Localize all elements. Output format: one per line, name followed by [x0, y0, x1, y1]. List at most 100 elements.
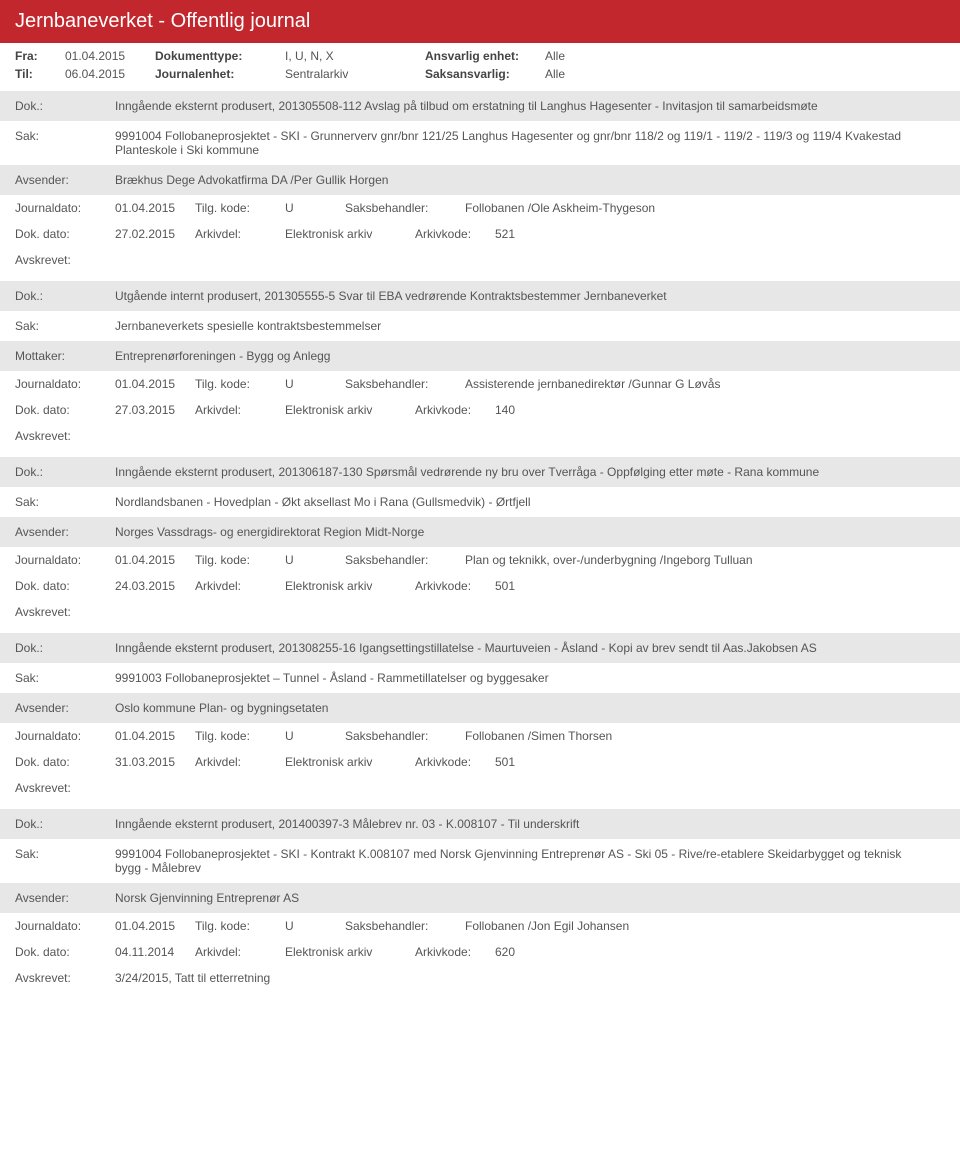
- party-value: Entreprenørforeningen - Bygg og Anlegg: [115, 349, 945, 363]
- arkivkode-label: Arkivkode:: [415, 945, 495, 959]
- arkivdel-value: Elektronisk arkiv: [285, 403, 415, 417]
- journaldato-row: Journaldato: 01.04.2015 Tilg. kode: U Sa…: [0, 723, 960, 749]
- party-label: Avsender:: [15, 891, 115, 905]
- journaldato-label: Journaldato:: [15, 553, 115, 567]
- journal-entry: Dok.: Inngående eksternt produsert, 2013…: [0, 91, 960, 281]
- arkivdel-value: Elektronisk arkiv: [285, 755, 415, 769]
- journaldato-label: Journaldato:: [15, 919, 115, 933]
- dokdato-value: 27.03.2015: [115, 403, 195, 417]
- arkivkode-value: 501: [495, 579, 555, 593]
- doktype-value: I, U, N, X: [285, 49, 425, 63]
- arkivdel-label: Arkivdel:: [195, 579, 285, 593]
- avskrevet-label: Avskrevet:: [15, 429, 115, 443]
- meta-bar: Fra: 01.04.2015 Dokumenttype: I, U, N, X…: [0, 43, 960, 91]
- dokdato-row: Dok. dato: 04.11.2014 Arkivdel: Elektron…: [0, 939, 960, 965]
- arkivkode-label: Arkivkode:: [415, 227, 495, 241]
- journaldato-label: Journaldato:: [15, 201, 115, 215]
- sak-row: Sak: 9991004 Follobaneprosjektet - SKI -…: [0, 121, 960, 165]
- arkivkode-label: Arkivkode:: [415, 579, 495, 593]
- avskrevet-value: 3/24/2015, Tatt til etterretning: [115, 971, 945, 985]
- saksbehandler-label: Saksbehandler:: [345, 201, 465, 215]
- sak-label: Sak:: [15, 671, 115, 685]
- journaldato-value: 01.04.2015: [115, 729, 195, 743]
- saksbehandler-label: Saksbehandler:: [345, 377, 465, 391]
- page-title: Jernbaneverket - Offentlig journal: [15, 10, 945, 33]
- party-label: Mottaker:: [15, 349, 115, 363]
- dok-value: Inngående eksternt produsert, 201305508-…: [115, 99, 945, 113]
- party-label: Avsender:: [15, 701, 115, 715]
- dokdato-value: 31.03.2015: [115, 755, 195, 769]
- saksansvarlig-label: Saksansvarlig:: [425, 67, 545, 81]
- journalenhet-value: Sentralarkiv: [285, 67, 425, 81]
- til-label: Til:: [15, 67, 65, 81]
- tilgkode-label: Tilg. kode:: [195, 377, 285, 391]
- dok-label: Dok.:: [15, 641, 115, 655]
- saksbehandler-label: Saksbehandler:: [345, 919, 465, 933]
- dok-label: Dok.:: [15, 465, 115, 479]
- sak-value: Jernbaneverkets spesielle kontraktsbeste…: [115, 319, 945, 333]
- tilgkode-value: U: [285, 201, 345, 215]
- journaldato-row: Journaldato: 01.04.2015 Tilg. kode: U Sa…: [0, 547, 960, 573]
- sak-row: Sak: 9991003 Follobaneprosjektet – Tunne…: [0, 663, 960, 693]
- tilgkode-label: Tilg. kode:: [195, 201, 285, 215]
- journaldato-row: Journaldato: 01.04.2015 Tilg. kode: U Sa…: [0, 913, 960, 939]
- journaldato-value: 01.04.2015: [115, 377, 195, 391]
- dokdato-value: 24.03.2015: [115, 579, 195, 593]
- arkivdel-label: Arkivdel:: [195, 945, 285, 959]
- dokdato-value: 27.02.2015: [115, 227, 195, 241]
- arkivkode-value: 140: [495, 403, 555, 417]
- dokdato-label: Dok. dato:: [15, 755, 115, 769]
- sak-label: Sak:: [15, 495, 115, 509]
- arkivdel-label: Arkivdel:: [195, 227, 285, 241]
- tilgkode-value: U: [285, 729, 345, 743]
- avskrevet-row: Avskrevet:: [0, 775, 960, 809]
- avskrevet-row: Avskrevet: 3/24/2015, Tatt til etterretn…: [0, 965, 960, 999]
- sak-row: Sak: 9991004 Follobaneprosjektet - SKI -…: [0, 839, 960, 883]
- fra-value: 01.04.2015: [65, 49, 155, 63]
- arkivdel-value: Elektronisk arkiv: [285, 227, 415, 241]
- avskrevet-label: Avskrevet:: [15, 971, 115, 985]
- avskrevet-label: Avskrevet:: [15, 253, 115, 267]
- dok-row: Dok.: Utgående internt produsert, 201305…: [0, 281, 960, 311]
- arkivdel-label: Arkivdel:: [195, 755, 285, 769]
- party-label: Avsender:: [15, 173, 115, 187]
- ansvarlig-label: Ansvarlig enhet:: [425, 49, 545, 63]
- saksbehandler-value: Follobanen /Simen Thorsen: [465, 729, 945, 743]
- saksbehandler-label: Saksbehandler:: [345, 553, 465, 567]
- dokdato-row: Dok. dato: 31.03.2015 Arkivdel: Elektron…: [0, 749, 960, 775]
- dokdato-label: Dok. dato:: [15, 579, 115, 593]
- saksansvarlig-value: Alle: [545, 67, 945, 81]
- journal-entry: Dok.: Inngående eksternt produsert, 2013…: [0, 457, 960, 633]
- dokdato-label: Dok. dato:: [15, 403, 115, 417]
- arkivkode-label: Arkivkode:: [415, 755, 495, 769]
- fra-label: Fra:: [15, 49, 65, 63]
- arkivkode-label: Arkivkode:: [415, 403, 495, 417]
- tilgkode-value: U: [285, 553, 345, 567]
- journaldato-label: Journaldato:: [15, 729, 115, 743]
- tilgkode-label: Tilg. kode:: [195, 919, 285, 933]
- page-header: Jernbaneverket - Offentlig journal: [0, 0, 960, 43]
- dok-row: Dok.: Inngående eksternt produsert, 2014…: [0, 809, 960, 839]
- party-value: Norsk Gjenvinning Entreprenør AS: [115, 891, 945, 905]
- sak-value: 9991003 Follobaneprosjektet – Tunnel - Å…: [115, 671, 945, 685]
- party-row: Avsender: Norges Vassdrags- og energidir…: [0, 517, 960, 547]
- party-value: Oslo kommune Plan- og bygningsetaten: [115, 701, 945, 715]
- journal-entry: Dok.: Utgående internt produsert, 201305…: [0, 281, 960, 457]
- dok-value: Inngående eksternt produsert, 201400397-…: [115, 817, 945, 831]
- journaldato-row: Journaldato: 01.04.2015 Tilg. kode: U Sa…: [0, 195, 960, 221]
- dok-row: Dok.: Inngående eksternt produsert, 2013…: [0, 633, 960, 663]
- doktype-label: Dokumenttype:: [155, 49, 285, 63]
- dok-label: Dok.:: [15, 99, 115, 113]
- journaldato-value: 01.04.2015: [115, 201, 195, 215]
- avskrevet-row: Avskrevet:: [0, 599, 960, 633]
- dok-value: Inngående eksternt produsert, 201306187-…: [115, 465, 945, 479]
- dok-value: Utgående internt produsert, 201305555-5 …: [115, 289, 945, 303]
- dok-row: Dok.: Inngående eksternt produsert, 2013…: [0, 91, 960, 121]
- sak-label: Sak:: [15, 847, 115, 861]
- dokdato-row: Dok. dato: 24.03.2015 Arkivdel: Elektron…: [0, 573, 960, 599]
- arkivkode-value: 521: [495, 227, 555, 241]
- tilgkode-label: Tilg. kode:: [195, 553, 285, 567]
- tilgkode-label: Tilg. kode:: [195, 729, 285, 743]
- party-row: Avsender: Oslo kommune Plan- og bygnings…: [0, 693, 960, 723]
- arkivdel-value: Elektronisk arkiv: [285, 579, 415, 593]
